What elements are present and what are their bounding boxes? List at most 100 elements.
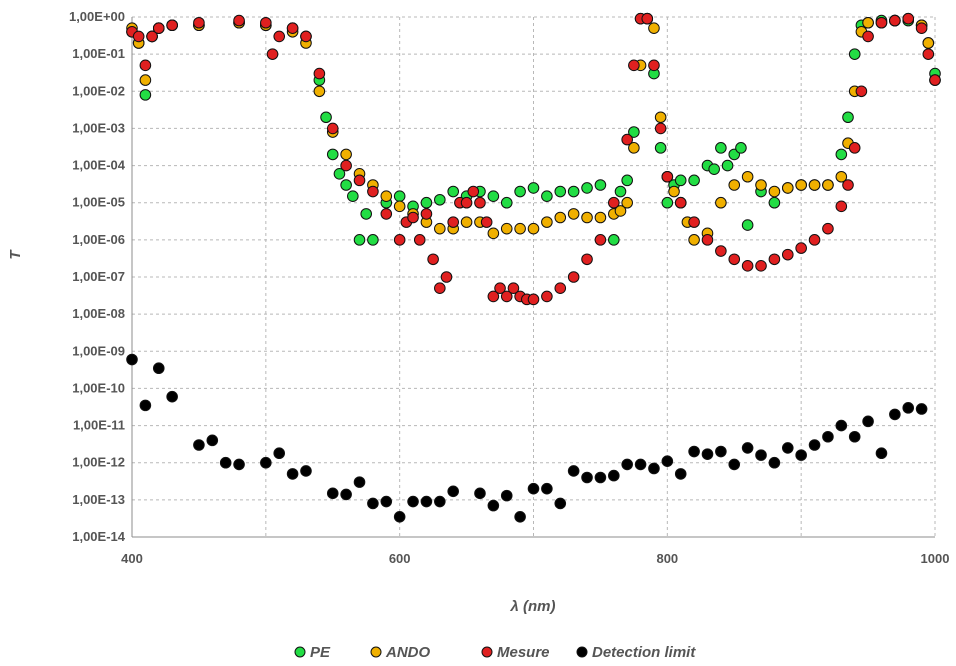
- point-ando: [822, 179, 834, 191]
- point-mesure: [674, 196, 687, 209]
- point-mesure: [755, 260, 767, 272]
- point-pe: [139, 89, 152, 101]
- grid: [132, 16, 936, 537]
- point-ando: [554, 211, 567, 224]
- point-pe: [628, 126, 640, 138]
- point-detection-limit: [554, 497, 567, 510]
- point-pe: [447, 185, 460, 198]
- legend-marker-mesure: [481, 646, 493, 658]
- point-mesure: [413, 234, 426, 246]
- point-mesure: [300, 30, 312, 43]
- point-mesure: [440, 271, 453, 283]
- point-mesure: [835, 200, 848, 213]
- y-tick-label: 1,00E-08: [72, 306, 125, 321]
- point-mesure: [420, 208, 433, 220]
- point-mesure: [915, 22, 928, 34]
- legend-label-detection-limit: Detection limit: [592, 644, 696, 661]
- point-mesure: [146, 30, 158, 43]
- point-detection-limit: [487, 499, 500, 512]
- point-mesure: [500, 290, 513, 303]
- point-detection-limit: [233, 458, 245, 471]
- point-pe: [434, 193, 446, 206]
- point-detection-limit: [835, 419, 848, 432]
- point-detection-limit: [326, 487, 339, 500]
- point-mesure: [701, 234, 714, 246]
- y-tick-label: 1,00E-11: [73, 418, 125, 433]
- point-pe: [721, 159, 734, 172]
- point-detection-limit: [634, 458, 647, 471]
- point-mesure: [266, 48, 279, 60]
- point-detection-limit: [648, 462, 660, 475]
- point-pe: [848, 48, 861, 60]
- y-tick-label: 1,00E-09: [72, 343, 125, 358]
- point-mesure: [474, 196, 486, 209]
- point-detection-limit: [621, 458, 633, 471]
- point-detection-limit: [166, 390, 178, 403]
- point-pe: [353, 234, 366, 246]
- point-pe: [768, 196, 781, 209]
- point-detection-limit: [701, 448, 714, 460]
- point-mesure: [467, 185, 480, 198]
- point-mesure: [795, 242, 807, 254]
- y-tick-label: 1,00E-06: [72, 232, 125, 247]
- point-ando: [668, 185, 680, 198]
- point-detection-limit: [380, 495, 393, 508]
- point-detection-limit: [902, 402, 915, 414]
- point-mesure: [139, 59, 152, 72]
- y-tick-label: 1,00E-10: [72, 380, 125, 395]
- point-ando: [393, 200, 406, 213]
- point-pe: [487, 190, 500, 202]
- legend: PE ANDO Mesure Detection limit: [294, 644, 696, 661]
- point-detection-limit: [514, 510, 526, 523]
- point-mesure: [313, 67, 326, 80]
- point-detection-limit: [434, 495, 446, 508]
- point-detection-limit: [594, 471, 607, 484]
- point-mesure: [487, 290, 500, 303]
- point-mesure: [427, 253, 439, 266]
- point-ando: [862, 16, 874, 29]
- point-ando: [755, 179, 767, 191]
- point-ando: [614, 205, 627, 217]
- point-mesure: [326, 122, 339, 135]
- point-ando: [541, 216, 553, 228]
- point-pe: [420, 196, 433, 209]
- point-ando: [654, 111, 667, 124]
- point-mesure: [621, 133, 633, 146]
- point-ando: [514, 222, 526, 235]
- point-mesure: [407, 211, 419, 224]
- point-ando: [594, 211, 607, 224]
- point-pe: [688, 174, 700, 187]
- point-ando: [434, 222, 446, 235]
- point-ando: [628, 142, 640, 154]
- point-detection-limit: [527, 482, 540, 495]
- point-detection-limit: [608, 469, 620, 482]
- y-tick-label: 1,00E-14: [72, 529, 126, 544]
- point-mesure: [494, 282, 506, 294]
- point-mesure: [447, 216, 460, 228]
- point-mesure: [434, 282, 446, 294]
- point-mesure: [554, 282, 567, 294]
- point-pe: [541, 190, 553, 202]
- point-detection-limit: [126, 353, 138, 366]
- point-mesure: [581, 253, 593, 266]
- point-ando: [313, 85, 326, 98]
- point-detection-limit: [367, 497, 379, 510]
- point-mesure: [567, 271, 580, 283]
- point-detection-limit: [407, 495, 419, 508]
- point-mesure: [193, 16, 205, 29]
- point-detection-limit: [768, 456, 781, 469]
- point-pe: [347, 190, 359, 202]
- point-detection-limit: [206, 434, 219, 447]
- point-ando: [460, 216, 473, 228]
- point-ando: [741, 170, 754, 183]
- point-detection-limit: [755, 449, 767, 461]
- point-mesure: [889, 14, 901, 27]
- point-pe: [735, 142, 747, 154]
- legend-label-pe: PE: [310, 644, 331, 661]
- point-ando: [648, 22, 660, 34]
- point-mesure: [541, 290, 553, 303]
- point-mesure: [340, 159, 352, 172]
- point-ando: [500, 222, 513, 235]
- x-tick-label: 1000: [921, 551, 950, 566]
- point-detection-limit: [474, 487, 486, 500]
